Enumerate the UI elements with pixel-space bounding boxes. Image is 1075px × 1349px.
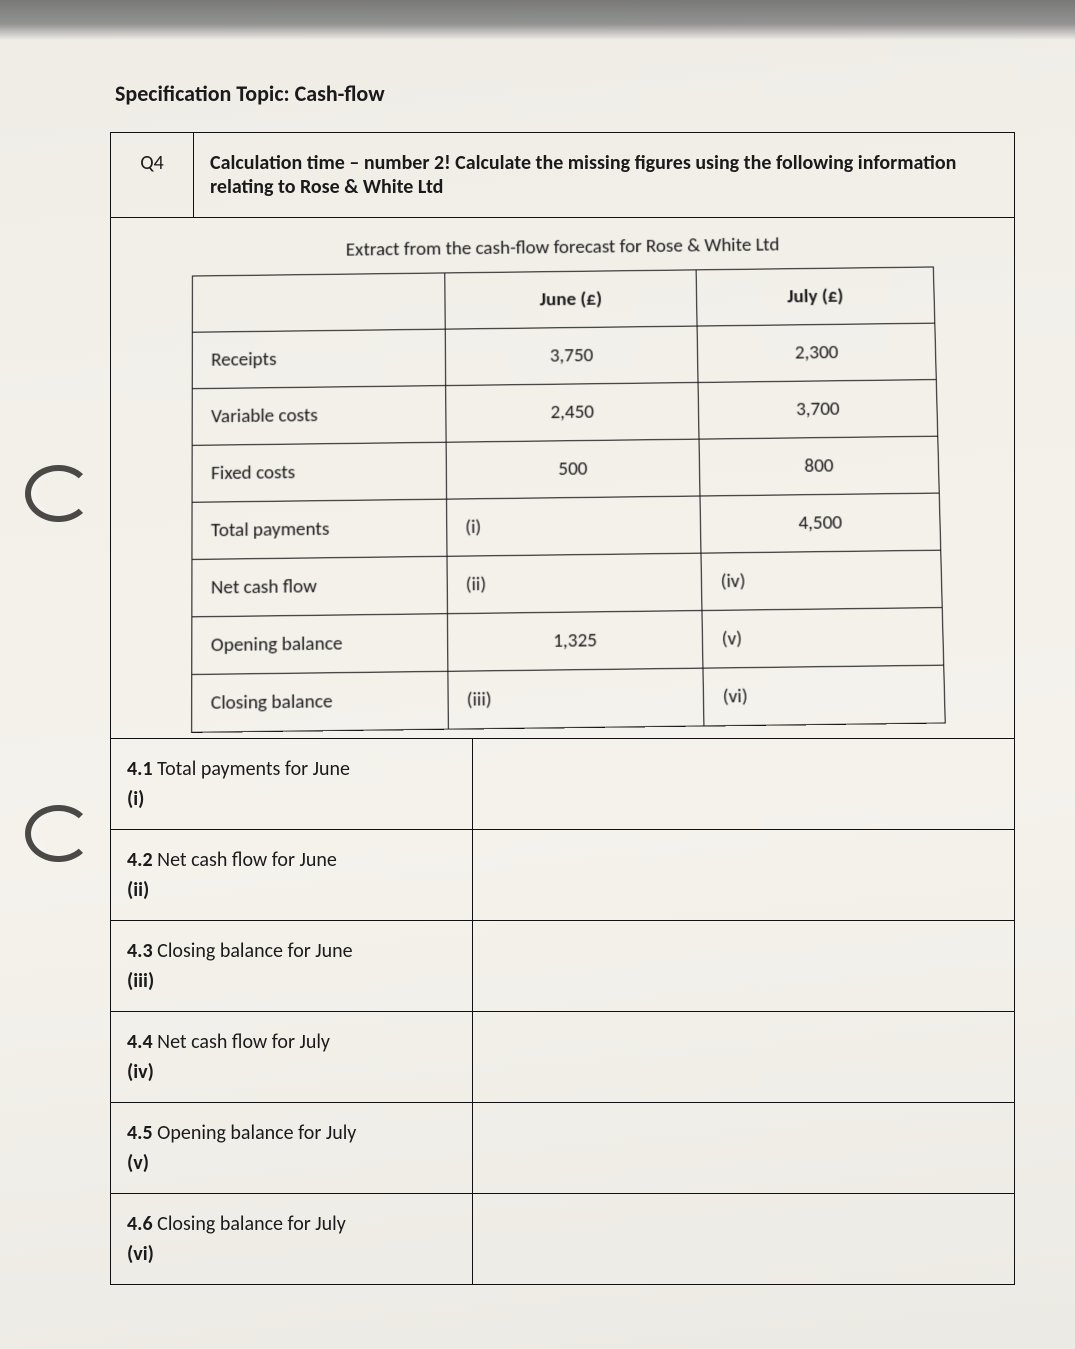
question-table: Q4 Calculation time – number 2! Calculat…: [110, 132, 1015, 1285]
cell-june: (iii): [448, 668, 705, 729]
cell-july: 3,700: [698, 380, 937, 440]
answer-ref: (v): [127, 1151, 456, 1175]
answer-row: 4.6 Closing balance for July (vi): [111, 1194, 1015, 1285]
worksheet-page: Specification Topic: Cash-flow Q4 Calcul…: [0, 0, 1075, 1349]
row-label: Variable costs: [192, 386, 445, 446]
question-content-cell: Extract from the cash-flow forecast for …: [111, 218, 1015, 739]
answer-num: 4.5: [127, 1121, 153, 1145]
col-header-june: June (£): [444, 270, 697, 329]
question-prompt: Calculation time – number 2! Calculate t…: [194, 133, 1015, 218]
answer-label: 4.3 Closing balance for June (iii): [111, 921, 473, 1012]
answer-text: Net cash flow for June: [157, 848, 337, 872]
answer-num: 4.4: [127, 1030, 153, 1054]
cell-july: (iv): [701, 550, 941, 610]
answer-row: 4.3 Closing balance for June (iii): [111, 921, 1015, 1012]
row-label: Closing balance: [192, 671, 448, 732]
photo-top-shadow: [0, 0, 1075, 40]
answer-row: 4.4 Net cash flow for July (iv): [111, 1012, 1015, 1103]
answer-label: 4.5 Opening balance for July (v): [111, 1103, 473, 1194]
answer-text: Closing balance for June: [157, 939, 352, 963]
table-row: Variable costs 2,450 3,700: [192, 380, 937, 446]
row-label: Opening balance: [192, 614, 447, 675]
answer-ref: (i): [127, 787, 456, 811]
answer-ref: (iv): [127, 1060, 456, 1084]
specification-topic: Specification Topic: Cash-flow: [115, 80, 1015, 107]
answer-text: Total payments for June: [157, 757, 350, 781]
cell-july: (v): [702, 608, 943, 669]
answer-text: Closing balance for July: [157, 1212, 346, 1236]
table-row: Total payments (i) 4,500: [192, 493, 940, 559]
answer-row: 4.5 Opening balance for July (v): [111, 1103, 1015, 1194]
question-number: Q4: [111, 133, 194, 218]
table-row: Receipts 3,750 2,300: [193, 323, 936, 389]
cell-july: 2,300: [697, 323, 935, 382]
answer-ref: (ii): [127, 878, 456, 902]
cell-july: 4,500: [700, 493, 940, 553]
cashflow-table: June (£) July (£) Receipts 3,750 2,300 V…: [191, 266, 945, 732]
table-row: Opening balance 1,325 (v): [192, 608, 943, 675]
col-header-july: July (£): [697, 267, 935, 326]
col-header-blank: [193, 273, 445, 332]
table-row: Closing balance (iii) (vi): [192, 665, 945, 732]
answer-label: 4.6 Closing balance for July (vi): [111, 1194, 473, 1285]
row-label: Fixed costs: [192, 442, 446, 502]
answer-label: 4.4 Net cash flow for July (iv): [111, 1012, 473, 1103]
binder-ring-icon: [25, 465, 92, 522]
cell-june: 3,750: [445, 326, 699, 386]
answer-num: 4.3: [127, 939, 153, 963]
row-label: Total payments: [192, 499, 446, 559]
answer-blank[interactable]: [472, 1194, 1014, 1285]
extract-title: Extract from the cash-flow forecast for …: [127, 231, 999, 265]
answer-blank[interactable]: [472, 1012, 1014, 1103]
answer-label: 4.1 Total payments for June (i): [111, 739, 473, 830]
cell-june: (ii): [447, 553, 703, 614]
cell-july: (vi): [703, 665, 945, 726]
answer-blank[interactable]: [472, 830, 1014, 921]
answer-text: Opening balance for July: [157, 1121, 356, 1145]
table-row: Net cash flow (ii) (iv): [192, 550, 942, 617]
answer-label: 4.2 Net cash flow for June (ii): [111, 830, 473, 921]
cell-june: 1,325: [447, 611, 703, 672]
answer-blank[interactable]: [472, 739, 1014, 830]
table-row: Fixed costs 500 800: [192, 436, 939, 502]
binder-ring-icon: [25, 805, 92, 862]
answer-num: 4.6: [127, 1212, 153, 1236]
cell-june: (i): [446, 496, 701, 556]
answer-text: Net cash flow for July: [157, 1030, 330, 1054]
cell-june: 2,450: [445, 382, 699, 442]
answer-blank[interactable]: [472, 921, 1014, 1012]
cell-july: 800: [699, 436, 938, 496]
answer-blank[interactable]: [472, 1103, 1014, 1194]
answer-num: 4.1: [127, 757, 153, 781]
answer-num: 4.2: [127, 848, 153, 872]
cell-june: 500: [446, 439, 701, 499]
answer-row: 4.2 Net cash flow for June (ii): [111, 830, 1015, 921]
row-label: Receipts: [193, 329, 446, 389]
answer-ref: (vi): [127, 1242, 456, 1266]
answer-ref: (iii): [127, 969, 456, 993]
answer-row: 4.1 Total payments for June (i): [111, 739, 1015, 830]
row-label: Net cash flow: [192, 556, 447, 617]
